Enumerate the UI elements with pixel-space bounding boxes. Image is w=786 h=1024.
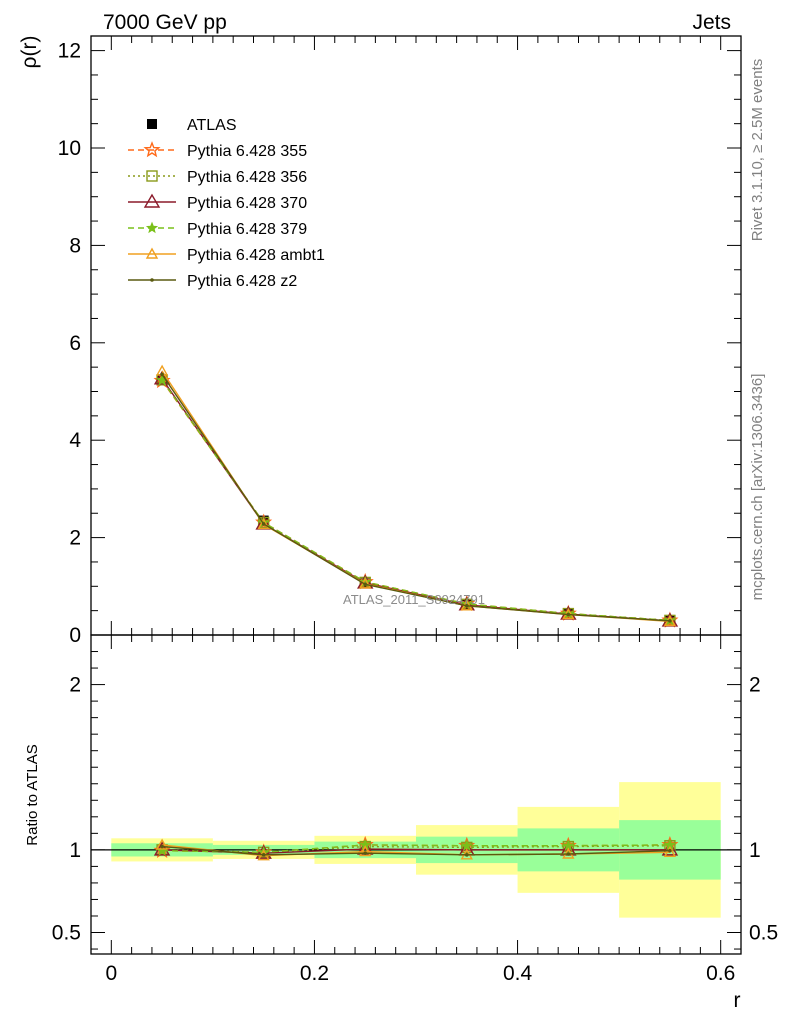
- legend-label-pythia-6-428-379: Pythia 6.428 379: [187, 221, 307, 238]
- ratio-y-tick-label: 0.5: [52, 922, 81, 945]
- ratio-y-tick-label-right: 1: [749, 839, 761, 862]
- main-point-pythia-6-428-z2: [464, 603, 469, 608]
- legend-marker-pythia-6-428-z2: [150, 278, 154, 282]
- legend-label-pythia-6-428-ambt1: Pythia 6.428 ambt1: [187, 247, 325, 264]
- ratio-point-pythia-6-428-ambt1: [359, 845, 372, 857]
- ratio-series: [153, 835, 679, 861]
- legend-marker-pythia-6-428-355: [143, 141, 161, 158]
- ratio-y-axis-label: Ratio to ATLAS: [24, 744, 41, 845]
- ratio-y-tick-label-right: 0.5: [749, 922, 778, 945]
- ratio-point-pythia-6-428-z2: [261, 853, 266, 857]
- x-tick-label: 0.4: [503, 962, 533, 985]
- main-y-tick-label: 10: [58, 137, 81, 160]
- legend: ATLAS Pythia 6.428 355 Pythia 6.428 356 Pyt…: [128, 117, 325, 290]
- header-left-title: 7000 GeV pp: [103, 11, 227, 34]
- ratio-point-pythia-6-428-z2: [363, 851, 368, 855]
- legend-label-pythia-6-428-370: Pythia 6.428 370: [187, 195, 307, 212]
- main-line-pythia-6-428-355: [161, 380, 670, 622]
- analysis-watermark: ATLAS_2011_S8924791: [343, 592, 485, 607]
- ratio-point-pythia-6-428-z2: [668, 848, 672, 853]
- legend-marker-pythia-6-428-370: [143, 193, 161, 208]
- main-y-tick-label: 4: [69, 429, 81, 452]
- x-tick-label: 0.6: [706, 962, 735, 985]
- main-point-pythia-6-428-z2: [668, 619, 672, 623]
- main-y-tick-label: 0: [69, 624, 81, 647]
- main-line-pythia-6-428-z2: [161, 374, 670, 622]
- ratio-point-pythia-6-428-379: [460, 839, 473, 851]
- main-series: [153, 364, 679, 628]
- legend-label-pythia-6-428-355: Pythia 6.428 355: [187, 143, 307, 160]
- x-tick-label: 0.2: [300, 962, 329, 985]
- legend-label-pythia-6-428-z2: Pythia 6.428 z2: [187, 273, 297, 290]
- ratio-y-tick-label: 2: [69, 674, 81, 697]
- legend-marker-pythia-6-428-356: [146, 170, 158, 182]
- header-right-title: Jets: [692, 11, 731, 34]
- ratio-point-pythia-6-428-z2: [464, 853, 469, 857]
- ratio-y-tick-label: 1: [69, 839, 81, 862]
- side-label-top: Rivet 3.1.10, ≥ 2.5M events: [749, 59, 766, 242]
- main-point-pythia-6-428-z2: [566, 612, 571, 617]
- main-line-pythia-6-428-370: [161, 378, 670, 622]
- main-point-pythia-6-428-z2: [261, 522, 266, 526]
- main-y-axis-label: ρ(r): [18, 36, 41, 69]
- side-label-bottom: mcplots.cern.ch [arXiv:1306.3436]: [749, 374, 766, 601]
- main-line-pythia-6-428-356: [161, 379, 670, 622]
- legend-marker-atlas: [147, 119, 157, 129]
- main-line-pythia-6-428-379: [161, 379, 670, 622]
- main-y-tick-label: 12: [58, 40, 81, 63]
- main-point-pythia-6-428-z2: [160, 372, 164, 377]
- legend-label-pythia-6-428-356: Pythia 6.428 356: [187, 169, 307, 186]
- ratio-line-pythia-6-428-z2: [162, 845, 670, 856]
- x-tick-label: 0: [105, 962, 117, 985]
- ratio-point-pythia-6-428-370: [661, 841, 679, 856]
- ratio-y-tick-label-right: 2: [749, 674, 761, 697]
- main-y-tick-label: 6: [69, 332, 81, 355]
- ratio-point-pythia-6-428-z2: [160, 844, 164, 849]
- main-y-tick-label: 2: [69, 527, 81, 550]
- ratio-point-pythia-6-428-ambt1: [155, 838, 169, 850]
- legend-label-atlas: ATLAS: [187, 117, 237, 134]
- legend-marker-pythia-6-428-ambt1: [145, 247, 159, 259]
- ratio-line-pythia-6-428-379: [162, 844, 670, 854]
- ratio-point-pythia-6-428-ambt1: [663, 845, 677, 858]
- main-point-pythia-6-428-ambt1: [257, 518, 270, 530]
- legend-marker-pythia-6-428-379: [145, 221, 159, 234]
- main-line-pythia-6-428-ambt1: [161, 370, 670, 623]
- main-point-pythia-6-428-370: [153, 370, 171, 385]
- main-y-tick-label: 8: [69, 234, 81, 257]
- x-axis-label: r: [734, 989, 741, 1012]
- main-point-pythia-6-428-z2: [363, 582, 368, 587]
- ratio-point-pythia-6-428-z2: [566, 852, 571, 856]
